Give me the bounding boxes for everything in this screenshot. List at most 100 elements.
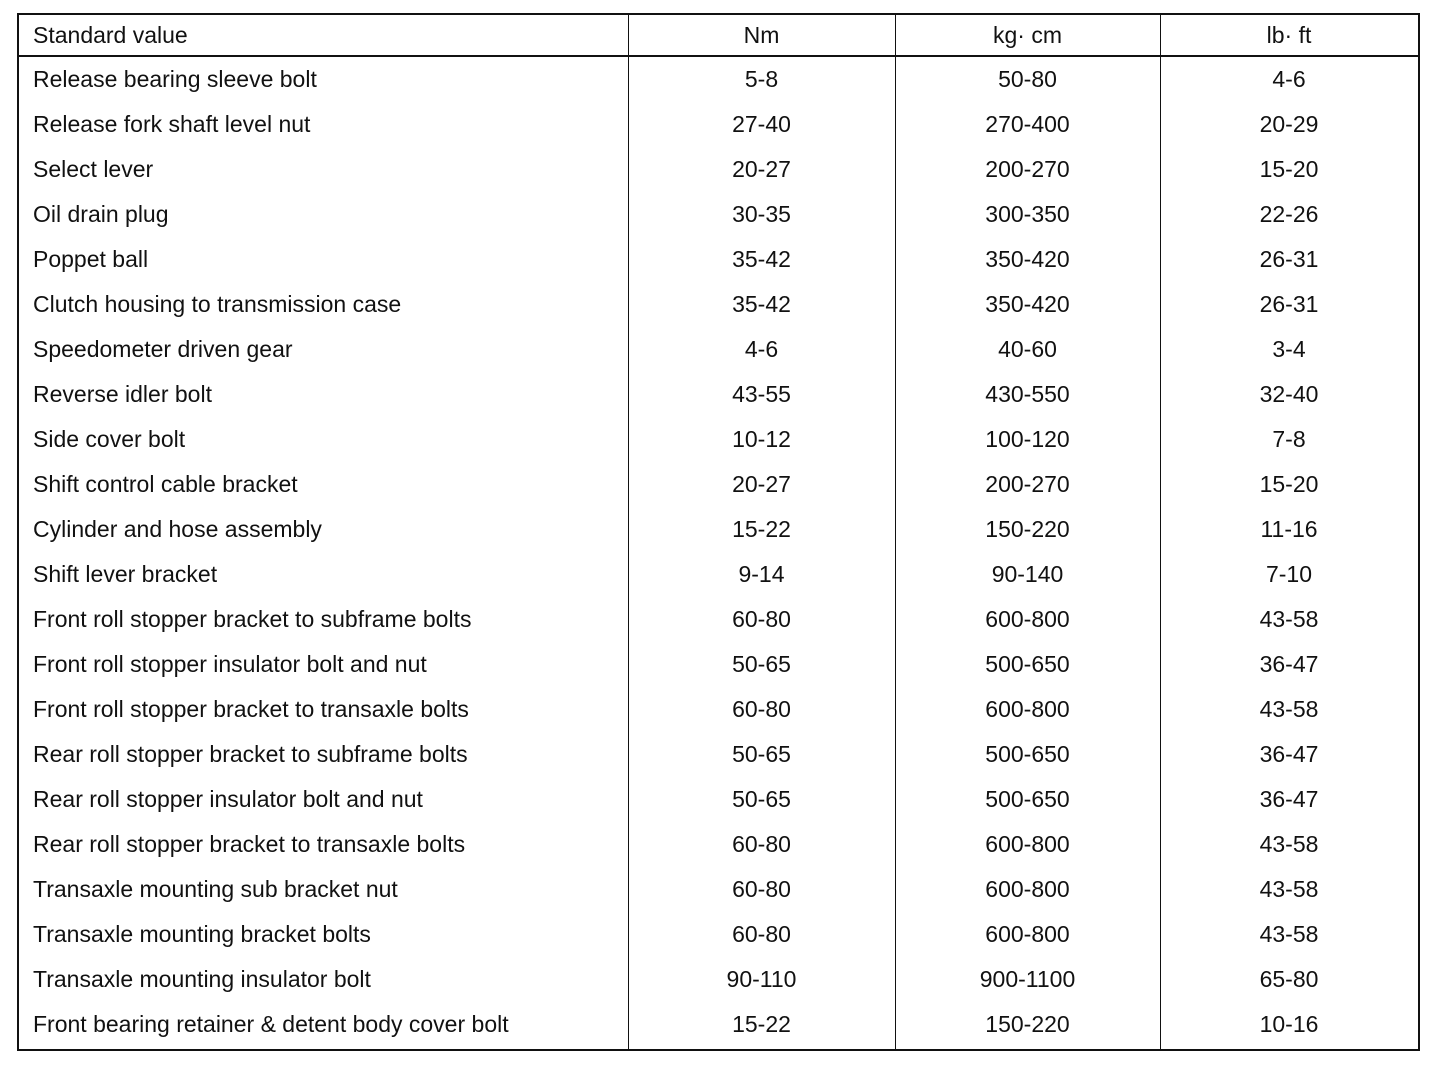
cell-kg-cm: 40-60	[998, 336, 1057, 362]
cell-nm: 20-27	[732, 156, 791, 182]
cell-nm: 35-42	[732, 291, 791, 317]
table-row: Front bearing retainer & detent body cov…	[19, 1002, 1418, 1047]
cell-lb-ft: 11-16	[1260, 516, 1318, 542]
cell-kg-cm: 600-800	[985, 606, 1070, 632]
torque-spec-table: Standard value Nm kg· cm lb· ft Release …	[17, 13, 1420, 1051]
table-row: Front roll stopper bracket to subframe b…	[19, 597, 1418, 642]
cell-kg-cm: 350-420	[985, 291, 1070, 317]
table-row: Side cover bolt 10-12 100-120 7-8	[19, 417, 1418, 462]
table-row: Speedometer driven gear 4-6 40-60 3-4	[19, 327, 1418, 372]
cell-kg-cm: 200-270	[985, 471, 1070, 497]
cell-nm: 30-35	[732, 201, 791, 227]
cell-kg-cm: 200-270	[985, 156, 1070, 182]
cell-item: Shift lever bracket	[33, 561, 218, 587]
cell-item: Shift control cable bracket	[33, 471, 298, 497]
cell-nm: 60-80	[732, 606, 791, 632]
table-header-row: Standard value Nm kg· cm lb· ft	[19, 15, 1418, 57]
cell-nm: 50-65	[732, 786, 791, 812]
cell-kg-cm: 150-220	[985, 516, 1070, 542]
cell-item: Transaxle mounting bracket bolts	[33, 921, 371, 947]
cell-nm: 35-42	[732, 246, 791, 272]
cell-lb-ft: 43-58	[1259, 606, 1319, 632]
table-row: Clutch housing to transmission case 35-42…	[19, 282, 1418, 327]
cell-item: Transaxle mounting sub bracket nut	[33, 876, 398, 902]
cell-item: Rear roll stopper bracket to transaxle b…	[33, 831, 466, 857]
cell-lb-ft: 15-20	[1259, 156, 1319, 182]
cell-item: Rear roll stopper insulator bolt and nut	[33, 786, 423, 812]
cell-nm: 4-6	[744, 336, 779, 362]
cell-item: Cylinder and hose assembly	[33, 516, 322, 542]
cell-item: Front bearing retainer & detent body cov…	[33, 1011, 509, 1037]
cell-nm: 10-12	[732, 426, 791, 452]
cell-nm: 90-110	[726, 966, 797, 992]
table-row: Front roll stopper bracket to transaxle …	[19, 687, 1418, 732]
cell-nm: 60-80	[732, 696, 791, 722]
cell-lb-ft: 36-47	[1259, 741, 1319, 767]
cell-kg-cm: 600-800	[985, 831, 1070, 857]
table-row: Select lever 20-27 200-270 15-20	[19, 147, 1418, 192]
cell-lb-ft: 43-58	[1259, 921, 1319, 947]
cell-lb-ft: 36-47	[1259, 651, 1319, 677]
cell-item: Oil drain plug	[33, 201, 169, 227]
table-body: Release bearing sleeve bolt 5-8 50-80 4-6 Re…	[19, 57, 1418, 1047]
cell-lb-ft: 3-4	[1272, 336, 1306, 362]
cell-item: Front roll stopper insulator bolt and nu…	[33, 651, 427, 677]
cell-nm: 60-80	[732, 831, 791, 857]
header-nm: Nm	[743, 21, 780, 48]
cell-nm: 5-8	[744, 66, 779, 92]
cell-lb-ft: 4-6	[1272, 66, 1306, 92]
cell-nm: 9-14	[738, 561, 785, 587]
cell-kg-cm: 500-650	[985, 741, 1070, 767]
cell-nm: 15-22	[732, 1011, 791, 1037]
table-row: Release bearing sleeve bolt 5-8 50-80 4-6	[19, 57, 1418, 102]
cell-nm: 50-65	[732, 651, 791, 677]
table-row: Reverse idler bolt 43-55 430-550 32-40	[19, 372, 1418, 417]
cell-nm: 50-65	[732, 741, 791, 767]
table-row: Oil drain plug 30-35 300-350 22-26	[19, 192, 1418, 237]
cell-kg-cm: 900-1100	[979, 966, 1076, 992]
table-row: Rear roll stopper insulator bolt and nut…	[19, 777, 1418, 822]
cell-kg-cm: 500-650	[985, 651, 1070, 677]
table-row: Front roll stopper insulator bolt and nu…	[19, 642, 1418, 687]
cell-lb-ft: 10-16	[1259, 1011, 1319, 1037]
cell-lb-ft: 36-47	[1259, 786, 1319, 812]
cell-kg-cm: 50-80	[998, 66, 1057, 92]
cell-kg-cm: 300-350	[985, 201, 1070, 227]
cell-lb-ft: 26-31	[1259, 246, 1319, 272]
table-row: Shift control cable bracket 20-27 200-270 1…	[19, 462, 1418, 507]
cell-kg-cm: 90-140	[991, 561, 1064, 587]
cell-lb-ft: 43-58	[1259, 696, 1319, 722]
cell-lb-ft: 43-58	[1259, 876, 1319, 902]
cell-item: Release fork shaft level nut	[33, 111, 311, 137]
cell-kg-cm: 500-650	[985, 786, 1070, 812]
cell-item: Release bearing sleeve bolt	[33, 66, 317, 92]
table-row: Release fork shaft level nut 27-40 270-400…	[19, 102, 1418, 147]
cell-lb-ft: 15-20	[1259, 471, 1319, 497]
cell-item: Clutch housing to transmission case	[33, 291, 402, 317]
table-row: Transaxle mounting sub bracket nut 60-80 6…	[19, 867, 1418, 912]
cell-nm: 27-40	[732, 111, 791, 137]
cell-lb-ft: 26-31	[1259, 291, 1319, 317]
column-divider	[628, 15, 629, 1049]
table-row: Cylinder and hose assembly 15-22 150-220 11…	[19, 507, 1418, 552]
cell-nm: 60-80	[732, 876, 791, 902]
cell-item: Side cover bolt	[33, 426, 186, 452]
cell-kg-cm: 600-800	[985, 921, 1070, 947]
cell-item: Transaxle mounting insulator bolt	[33, 966, 371, 992]
cell-lb-ft: 32-40	[1259, 381, 1319, 407]
column-divider	[895, 15, 896, 1049]
column-divider	[1160, 15, 1161, 1049]
cell-item: Reverse idler bolt	[33, 381, 212, 407]
table-row: Poppet ball 35-42 350-420 26-31	[19, 237, 1418, 282]
cell-lb-ft: 43-58	[1259, 831, 1319, 857]
cell-item: Front roll stopper bracket to transaxle …	[33, 696, 469, 722]
cell-kg-cm: 270-400	[985, 111, 1070, 137]
table-row: Transaxle mounting insulator bolt 90-110 9…	[19, 957, 1418, 1002]
table-row: Rear roll stopper bracket to transaxle b…	[19, 822, 1418, 867]
cell-kg-cm: 350-420	[985, 246, 1070, 272]
cell-kg-cm: 600-800	[985, 876, 1070, 902]
cell-kg-cm: 150-220	[985, 1011, 1070, 1037]
cell-lb-ft: 7-10	[1265, 561, 1313, 587]
cell-lb-ft: 22-26	[1259, 201, 1319, 227]
table-row: Shift lever bracket 9-14 90-140 7-10	[19, 552, 1418, 597]
